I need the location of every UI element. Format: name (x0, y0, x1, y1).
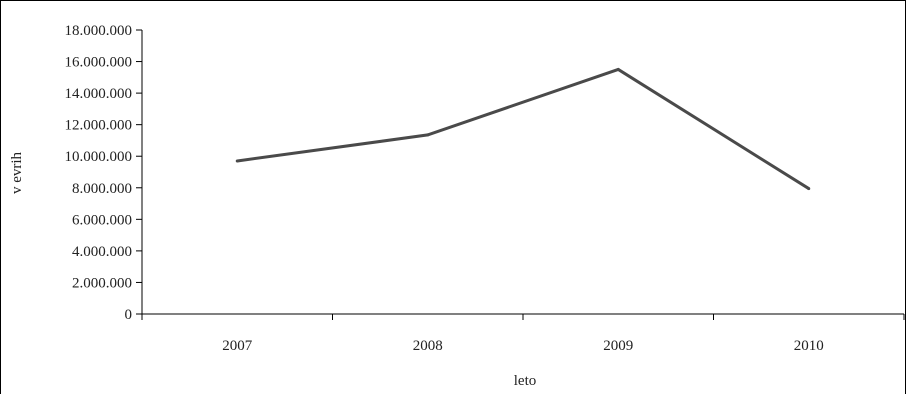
x-axis: 2007 2008 2009 2010 (141, 313, 905, 354)
x-tick-label: 2007 (222, 338, 253, 354)
y-tick-label: 16.000.000 (65, 55, 133, 71)
x-tick-label: 2010 (794, 338, 824, 354)
data-point (426, 133, 430, 137)
y-tick-label: 0 (125, 307, 133, 323)
series (235, 67, 811, 191)
y-axis: 0 2.000.000 4.000.000 6.000.000 8.000.000 10.… (65, 23, 143, 323)
x-axis-title: leto (514, 373, 537, 389)
y-tick-label: 6.000.000 (72, 212, 132, 228)
y-axis-title: v evrih (9, 151, 25, 194)
y-tick-label: 4.000.000 (72, 244, 132, 260)
y-tick-label: 8.000.000 (72, 181, 132, 197)
data-point (616, 67, 620, 71)
y-tick-label: 18.000.000 (65, 23, 133, 39)
y-tick-label: 12.000.000 (65, 118, 133, 134)
series-line (237, 67, 810, 190)
y-tick-label: 10.000.000 (65, 149, 133, 165)
y-tick-label: 2.000.000 (72, 275, 132, 291)
data-point (807, 187, 811, 191)
y-tick-label: 14.000.000 (65, 86, 133, 102)
x-tick-label: 2009 (603, 338, 633, 354)
x-tick-label: 2008 (413, 338, 443, 354)
data-point (235, 159, 239, 163)
